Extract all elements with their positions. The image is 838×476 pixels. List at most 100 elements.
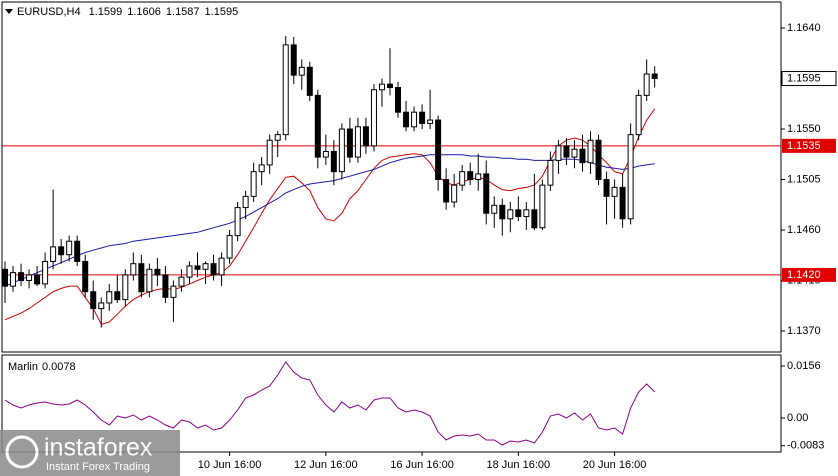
- level-label: 1.1535: [787, 140, 821, 152]
- candle-body: [90, 291, 97, 310]
- symbol: EURUSD,H4: [17, 6, 81, 18]
- candle-body: [74, 240, 81, 262]
- candle-body: [290, 44, 297, 76]
- candle-body: [226, 235, 233, 259]
- candle-body: [50, 246, 57, 262]
- candle-body: [122, 274, 129, 301]
- candle-body: [386, 83, 393, 89]
- candle-body: [154, 268, 161, 276]
- y-tick-label: 1.1460: [787, 224, 821, 236]
- candle-body: [346, 128, 353, 158]
- moving-average: [4, 154, 655, 287]
- candle-body: [459, 171, 466, 186]
- y-tick-label: 1.1505: [787, 173, 821, 185]
- candle-body: [114, 291, 121, 301]
- candle-body: [435, 119, 442, 181]
- y-tick-label: 0.00: [787, 412, 808, 424]
- candle-body: [595, 139, 602, 181]
- candle-body: [499, 204, 506, 220]
- candle-body: [18, 272, 25, 282]
- y-tick-label: 1.1550: [787, 123, 821, 135]
- candle-body: [2, 268, 9, 287]
- candle-body: [531, 209, 538, 229]
- price-label: 1.1595: [787, 72, 821, 84]
- watermark-brand: instaforex: [44, 434, 153, 462]
- candle-body: [234, 207, 241, 237]
- candle-body: [547, 159, 554, 186]
- candle-body: [322, 150, 329, 158]
- y-tick-label: 1.1640: [787, 22, 821, 34]
- candle-body: [571, 148, 578, 158]
- candle-body: [202, 263, 209, 270]
- watermark: instaforex Instant Forex Trading: [0, 430, 180, 476]
- watermark-icon: [5, 435, 39, 469]
- indicator-label: Marlin 0.0078: [8, 361, 76, 373]
- candle-body: [539, 184, 546, 229]
- candle-body: [242, 195, 249, 209]
- last-high: 1.1606: [127, 6, 161, 18]
- candle-body: [266, 139, 273, 166]
- candle-body: [306, 66, 313, 96]
- y-tick-label: 1.1370: [787, 325, 821, 337]
- candle-body: [314, 94, 321, 158]
- candle-body: [370, 89, 377, 147]
- candle-body: [42, 260, 49, 285]
- chart-layer: 1.16401.15951.15501.15051.14601.14151.13…: [2, 22, 837, 471]
- candle-body: [467, 171, 474, 181]
- moving-average: [4, 108, 656, 325]
- candle-body: [250, 171, 257, 197]
- candle-body: [619, 186, 626, 220]
- indicator-frame: [1, 354, 782, 453]
- candle-body: [651, 73, 658, 80]
- indicator-name: Marlin: [8, 361, 38, 373]
- candle-body: [34, 274, 41, 285]
- candle-body: [162, 274, 169, 298]
- level-label: 1.1420: [787, 269, 821, 281]
- candle-body: [523, 209, 530, 218]
- candle-body: [419, 111, 426, 124]
- candle-body: [411, 111, 418, 128]
- candle-body: [395, 87, 402, 113]
- candle-body: [178, 276, 185, 287]
- candle-body: [210, 263, 217, 276]
- candle-body: [354, 126, 361, 158]
- last-low: 1.1587: [166, 6, 200, 18]
- candle-body: [587, 139, 594, 164]
- candle-body: [170, 285, 177, 298]
- candle-body: [274, 134, 281, 141]
- candle-body: [66, 240, 73, 256]
- indicator-value: 0.0078: [42, 361, 76, 373]
- price-label-box: [781, 71, 837, 87]
- candle-body: [643, 73, 650, 96]
- candle-body: [635, 94, 642, 136]
- candle-body: [378, 83, 385, 91]
- candle-body: [130, 263, 137, 276]
- y-tick-label: 0.0156: [787, 360, 821, 372]
- candle-body: [82, 260, 89, 293]
- candle-body: [362, 126, 369, 147]
- y-tick-label: -0.0083: [787, 440, 824, 452]
- candle-body: [258, 164, 265, 173]
- candle-body: [298, 66, 305, 76]
- candle-body: [515, 209, 522, 218]
- level-label-box: [782, 267, 836, 282]
- x-tick-label: 16 Jun 16:00: [390, 459, 454, 471]
- last-open: 1.1599: [89, 6, 123, 18]
- candle-body: [98, 302, 105, 310]
- candle-body: [282, 44, 289, 136]
- candle-body: [186, 265, 193, 278]
- candle-body: [451, 184, 458, 203]
- candle-body: [26, 274, 33, 282]
- candle-body: [138, 263, 145, 293]
- x-tick-label: 10 Jun 16:00: [198, 459, 262, 471]
- indicator-line: [4, 361, 656, 446]
- candle-body: [611, 186, 618, 197]
- candle-body: [555, 145, 562, 161]
- x-tick-label: 20 Jun 16:00: [583, 459, 647, 471]
- candle-body: [330, 150, 337, 173]
- candle-body: [491, 204, 498, 214]
- candle-body: [146, 268, 153, 293]
- x-tick-label: 12 Jun 16:00: [294, 459, 358, 471]
